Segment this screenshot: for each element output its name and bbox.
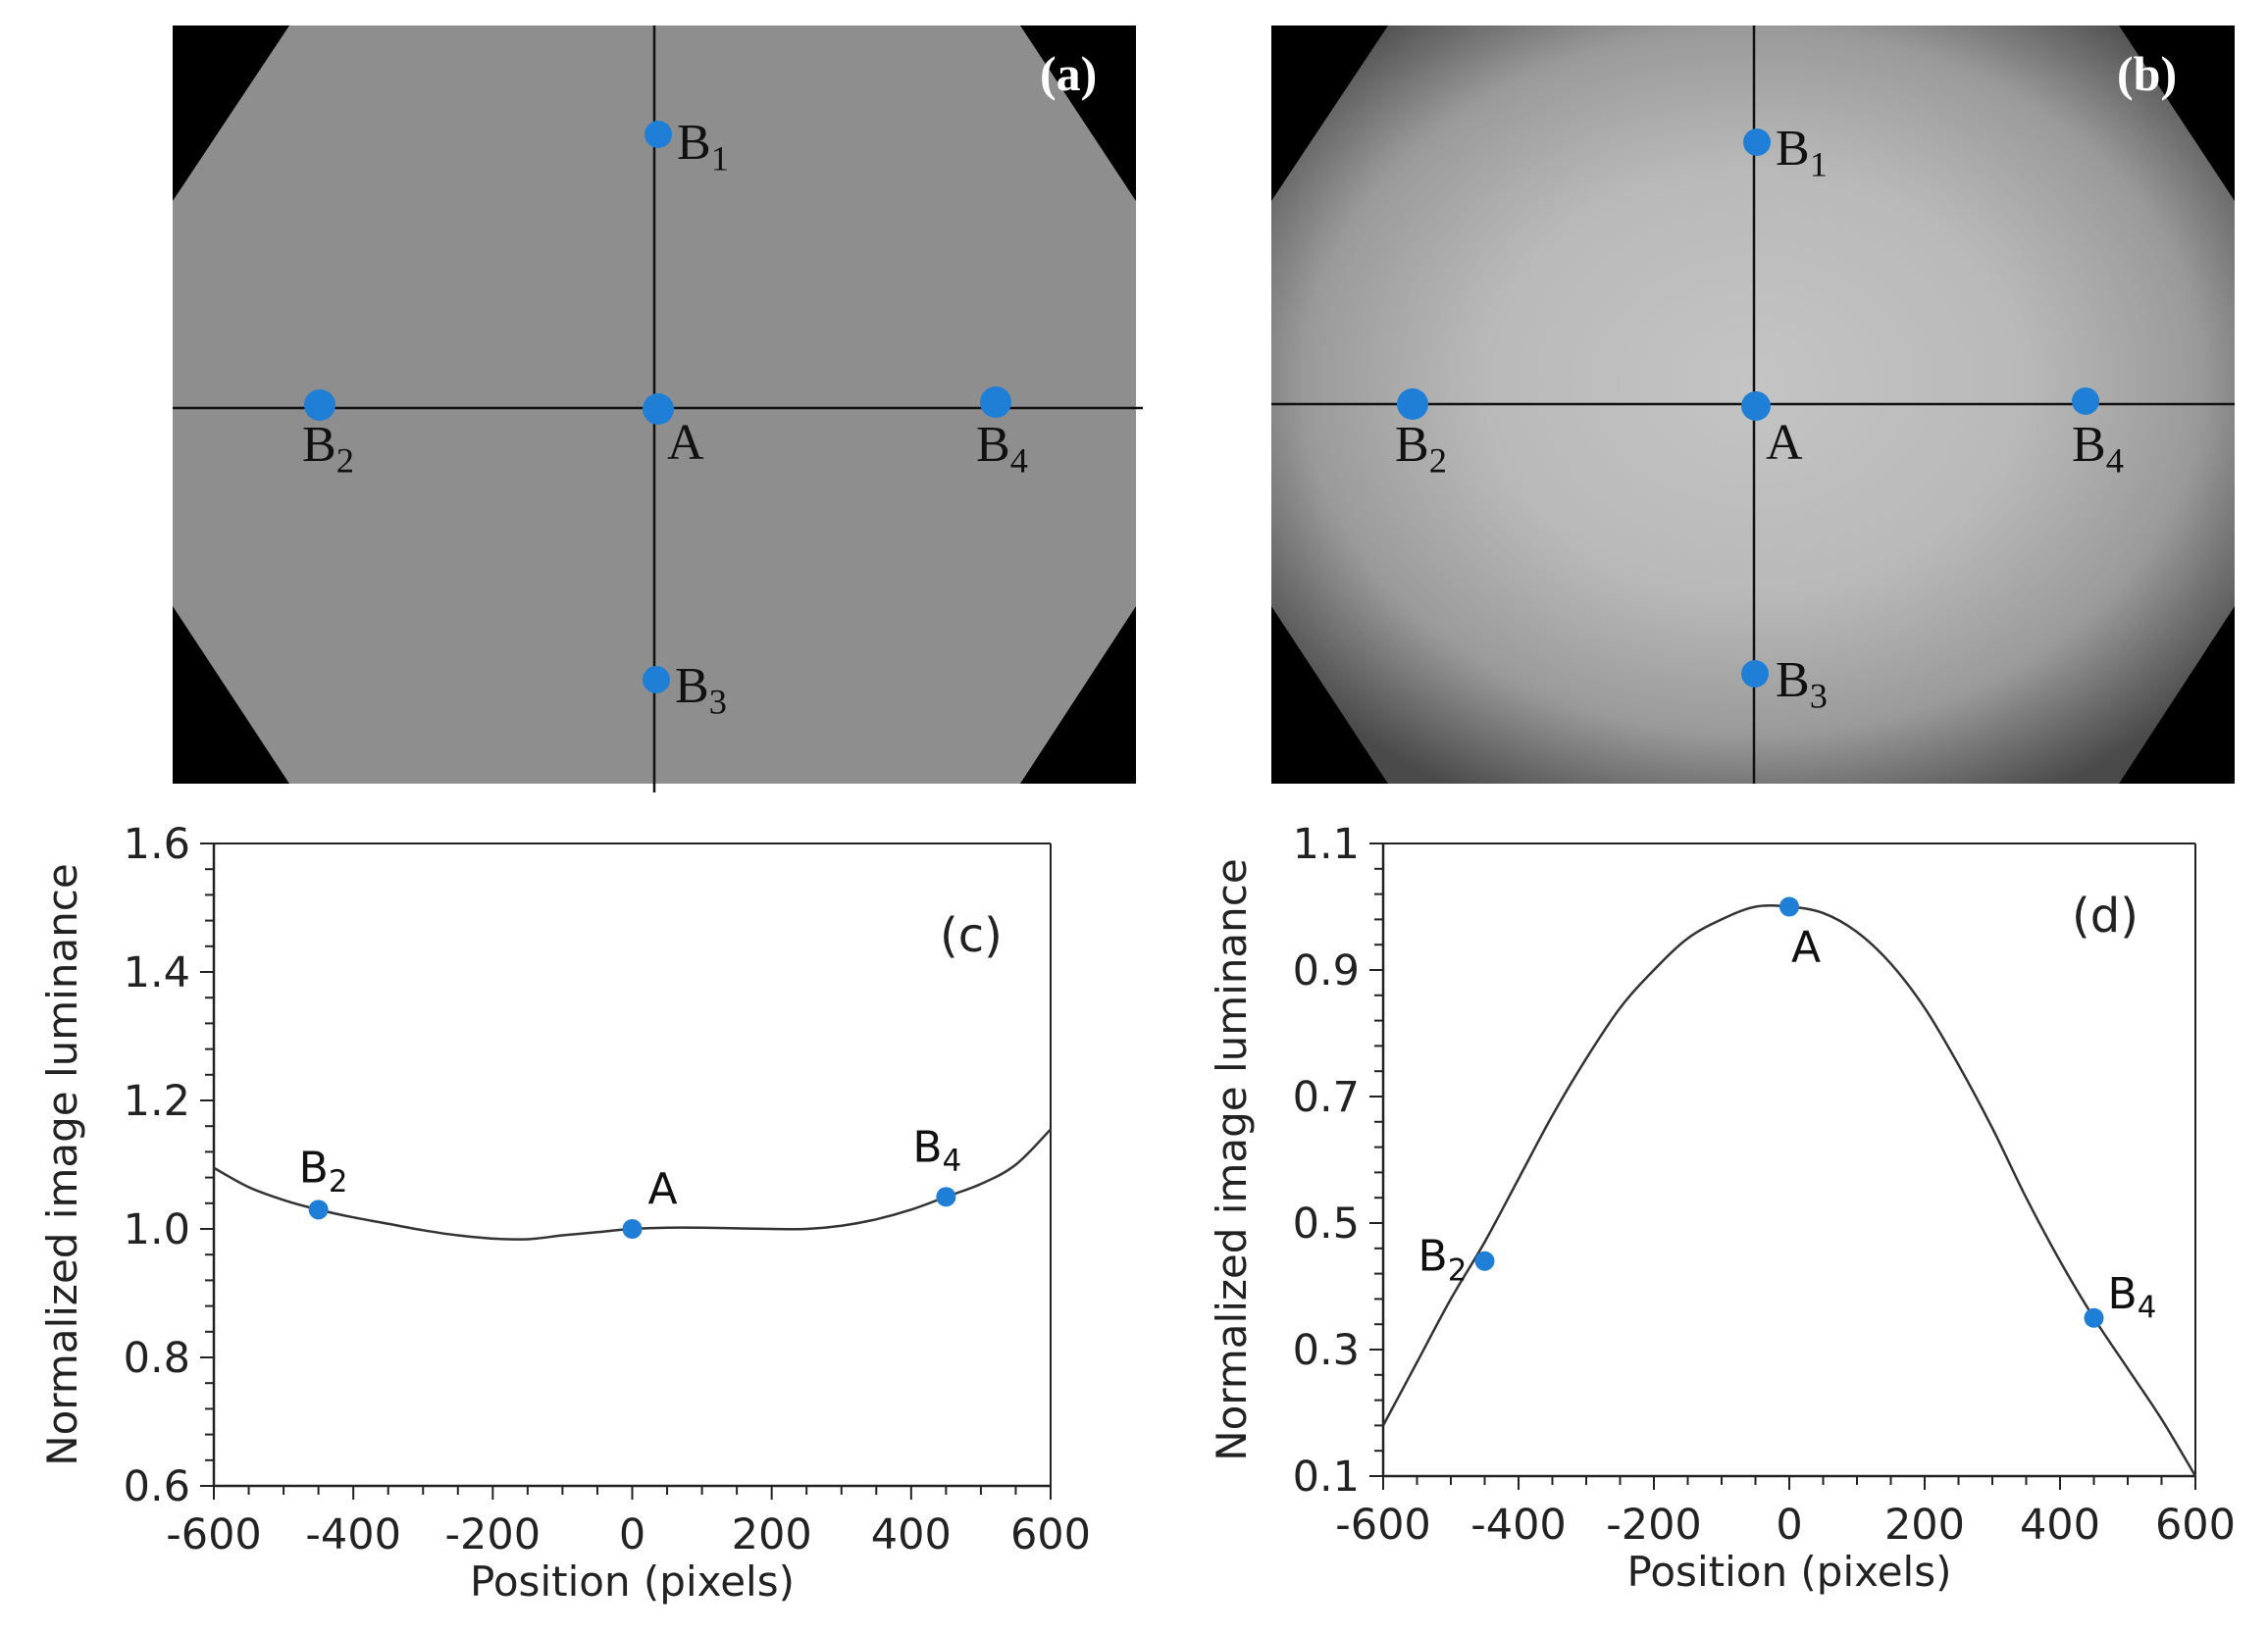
chart-c-x-tick-label: 600 bbox=[1010, 1510, 1091, 1559]
chart-d-y-tick-label: 0.7 bbox=[1293, 1073, 1360, 1122]
chart-d-x-axis-title: Position (pixels) bbox=[1627, 1548, 1952, 1596]
panel-a-corner-mask-br bbox=[1020, 606, 1136, 784]
chart-d-y-axis-title: Normalized image luminance bbox=[1208, 858, 1256, 1460]
panel-a: (a) B1 B2 A B4 B3 bbox=[173, 26, 1143, 792]
chart-c-point-label-B4: B4 bbox=[912, 1122, 961, 1179]
panel-a-corner-mask-bl bbox=[173, 606, 289, 784]
panel-a-label-B4: B4 bbox=[976, 417, 1028, 480]
chart-c-y-tick-label: 0.6 bbox=[124, 1462, 190, 1511]
panel-b-marker-B2 bbox=[1397, 388, 1428, 420]
panel-a-marker-A bbox=[643, 393, 674, 425]
chart-d: -600 -400 -200 0 200 400 600 0.1 0.3 0.5 0.7 0.9 1.1… bbox=[1208, 820, 2236, 1596]
chart-d-y-tick-label: 0.3 bbox=[1293, 1326, 1360, 1375]
chart-c-x-tick-label: -200 bbox=[445, 1510, 541, 1559]
panel-b-corner-mask-br bbox=[2119, 606, 2235, 784]
chart-c-y-tick-label: 0.8 bbox=[124, 1334, 190, 1383]
chart-d-luminance-curve bbox=[1381, 904, 2197, 1477]
panel-b-label-B2: B2 bbox=[1395, 417, 1447, 480]
chart-c-y-tick-label: 1.6 bbox=[124, 820, 190, 869]
panel-a-marker-B4 bbox=[980, 386, 1011, 418]
panel-a-corner-mask-tr bbox=[1020, 26, 1136, 201]
chart-c-point-B4 bbox=[936, 1187, 956, 1207]
chart-d-y-tick-label: 1.1 bbox=[1293, 820, 1360, 869]
panel-b-marker-B4 bbox=[2072, 387, 2099, 415]
chart-c-y-tick-label: 1.2 bbox=[124, 1077, 190, 1126]
chart-c-point-label-A: A bbox=[648, 1164, 678, 1214]
panel-a-label-B3: B3 bbox=[675, 658, 727, 721]
panel-a-marker-B2 bbox=[304, 389, 335, 421]
chart-d-y-tick-label: 0.5 bbox=[1293, 1200, 1360, 1249]
panel-b-corner-mask-tr bbox=[2119, 26, 2235, 201]
chart-c-point-A bbox=[622, 1219, 643, 1239]
chart-c-x-tick-label: -600 bbox=[166, 1510, 262, 1559]
chart-c-point-label-B2: B2 bbox=[299, 1143, 348, 1200]
chart-d-x-tick-label: 600 bbox=[2155, 1501, 2236, 1550]
chart-c-y-axis-title: Normalized image luminance bbox=[38, 863, 86, 1465]
chart-d-point-label-B4: B4 bbox=[2108, 1269, 2157, 1326]
chart-d-x-tick-label: 200 bbox=[1884, 1501, 1965, 1550]
panel-a-marker-B3 bbox=[643, 666, 670, 693]
chart-d-point-A bbox=[1779, 896, 1799, 917]
panel-a-label-B2: B2 bbox=[302, 417, 354, 480]
chart-c-x-tick-label: 400 bbox=[871, 1510, 952, 1559]
chart-d-point-B2 bbox=[1474, 1251, 1495, 1271]
chart-c: -600 -400 -200 0 200 400 600 0.6 0.8 1.0 1.2 1.4 1.6… bbox=[38, 820, 1091, 1606]
panel-b: (b) B1 B2 A B4 B3 bbox=[1271, 26, 2235, 784]
panel-b-label-B1: B1 bbox=[1776, 121, 1828, 183]
chart-d-point-B4 bbox=[2084, 1307, 2104, 1328]
chart-d-y-tick-label: 0.1 bbox=[1293, 1453, 1360, 1502]
chart-d-point-label-A: A bbox=[1791, 923, 1821, 973]
chart-c-y-tick-label: 1.0 bbox=[124, 1205, 190, 1254]
chart-c-y-tick-label: 1.4 bbox=[124, 948, 190, 997]
chart-c-x-tick-label: 200 bbox=[732, 1510, 812, 1559]
panel-a-label-B1: B1 bbox=[677, 115, 729, 178]
chart-c-point-B2 bbox=[308, 1200, 329, 1220]
panel-b-corner-mask-bl bbox=[1271, 606, 1388, 784]
chart-c-x-axis-title: Position (pixels) bbox=[470, 1557, 795, 1606]
panel-b-marker-B3 bbox=[1741, 660, 1769, 688]
panel-b-label: (b) bbox=[2117, 46, 2177, 101]
chart-d-x-tick-label: 0 bbox=[1776, 1501, 1802, 1550]
panel-b-corner-mask-tl bbox=[1271, 26, 1388, 201]
panel-b-label-A: A bbox=[1766, 415, 1803, 471]
chart-d-x-tick-label: -400 bbox=[1470, 1501, 1567, 1550]
chart-c-panel-label: (c) bbox=[940, 908, 1003, 963]
panel-a-corner-mask-tl bbox=[173, 26, 289, 201]
chart-d-x-tick-label: -600 bbox=[1335, 1501, 1431, 1550]
chart-d-x-tick-label: 400 bbox=[2020, 1501, 2100, 1550]
panel-a-marker-B1 bbox=[644, 121, 672, 148]
panel-b-marker-A bbox=[1741, 391, 1771, 421]
chart-d-x-tick-label: -200 bbox=[1606, 1501, 1702, 1550]
chart-d-point-label-B2: B2 bbox=[1418, 1232, 1468, 1289]
panel-b-marker-B1 bbox=[1743, 128, 1771, 156]
chart-c-x-tick-label: 0 bbox=[619, 1510, 645, 1559]
chart-d-y-tick-label: 0.9 bbox=[1293, 946, 1360, 996]
chart-c-x-tick-label: -400 bbox=[305, 1510, 401, 1559]
panel-b-label-B3: B3 bbox=[1776, 652, 1828, 715]
panel-a-label: (a) bbox=[1040, 46, 1097, 101]
chart-d-panel-label: (d) bbox=[2072, 889, 2139, 944]
panel-a-label-A: A bbox=[667, 415, 704, 471]
panel-b-label-B4: B4 bbox=[2072, 417, 2124, 480]
